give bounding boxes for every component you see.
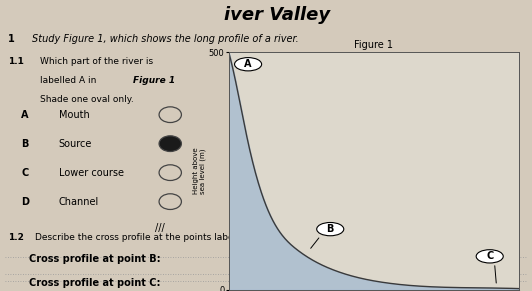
Text: Which part of the river is: Which part of the river is <box>40 57 153 66</box>
Text: Mouth: Mouth <box>59 110 89 120</box>
Text: Cross profile at point B:: Cross profile at point B: <box>29 253 161 264</box>
Text: ///: /// <box>155 223 164 233</box>
Text: Figure 1: Figure 1 <box>133 76 175 85</box>
Y-axis label: Height above
sea level (m): Height above sea level (m) <box>193 148 206 194</box>
Text: Cross profile at point C:: Cross profile at point C: <box>29 278 161 288</box>
Text: iver Valley: iver Valley <box>223 6 330 24</box>
Text: A: A <box>244 59 252 69</box>
Text: Figure 1: Figure 1 <box>364 233 406 242</box>
Title: Figure 1: Figure 1 <box>354 40 393 50</box>
Text: 1.1: 1.1 <box>8 57 24 66</box>
Ellipse shape <box>159 136 181 152</box>
Text: Study Figure 1, which shows the long profile of a river.: Study Figure 1, which shows the long pro… <box>32 33 298 44</box>
Text: labelled A in: labelled A in <box>40 76 99 85</box>
Ellipse shape <box>476 250 503 263</box>
Text: B: B <box>327 224 334 234</box>
Text: B: B <box>21 139 29 149</box>
Text: 1: 1 <box>8 33 15 44</box>
Ellipse shape <box>235 58 262 71</box>
Text: A: A <box>21 110 29 120</box>
Text: C: C <box>21 168 29 178</box>
Text: 1.2: 1.2 <box>8 233 24 242</box>
Text: .: . <box>399 233 402 242</box>
Text: Describe the cross profile at the points labelled B and C in: Describe the cross profile at the points… <box>35 233 302 242</box>
Text: Shade one oval only.: Shade one oval only. <box>40 95 134 104</box>
Text: Source: Source <box>59 139 92 149</box>
Ellipse shape <box>317 223 344 236</box>
Text: C: C <box>486 251 493 261</box>
Text: D: D <box>21 197 29 207</box>
Text: Channel: Channel <box>59 197 99 207</box>
Text: Lower course: Lower course <box>59 168 123 178</box>
